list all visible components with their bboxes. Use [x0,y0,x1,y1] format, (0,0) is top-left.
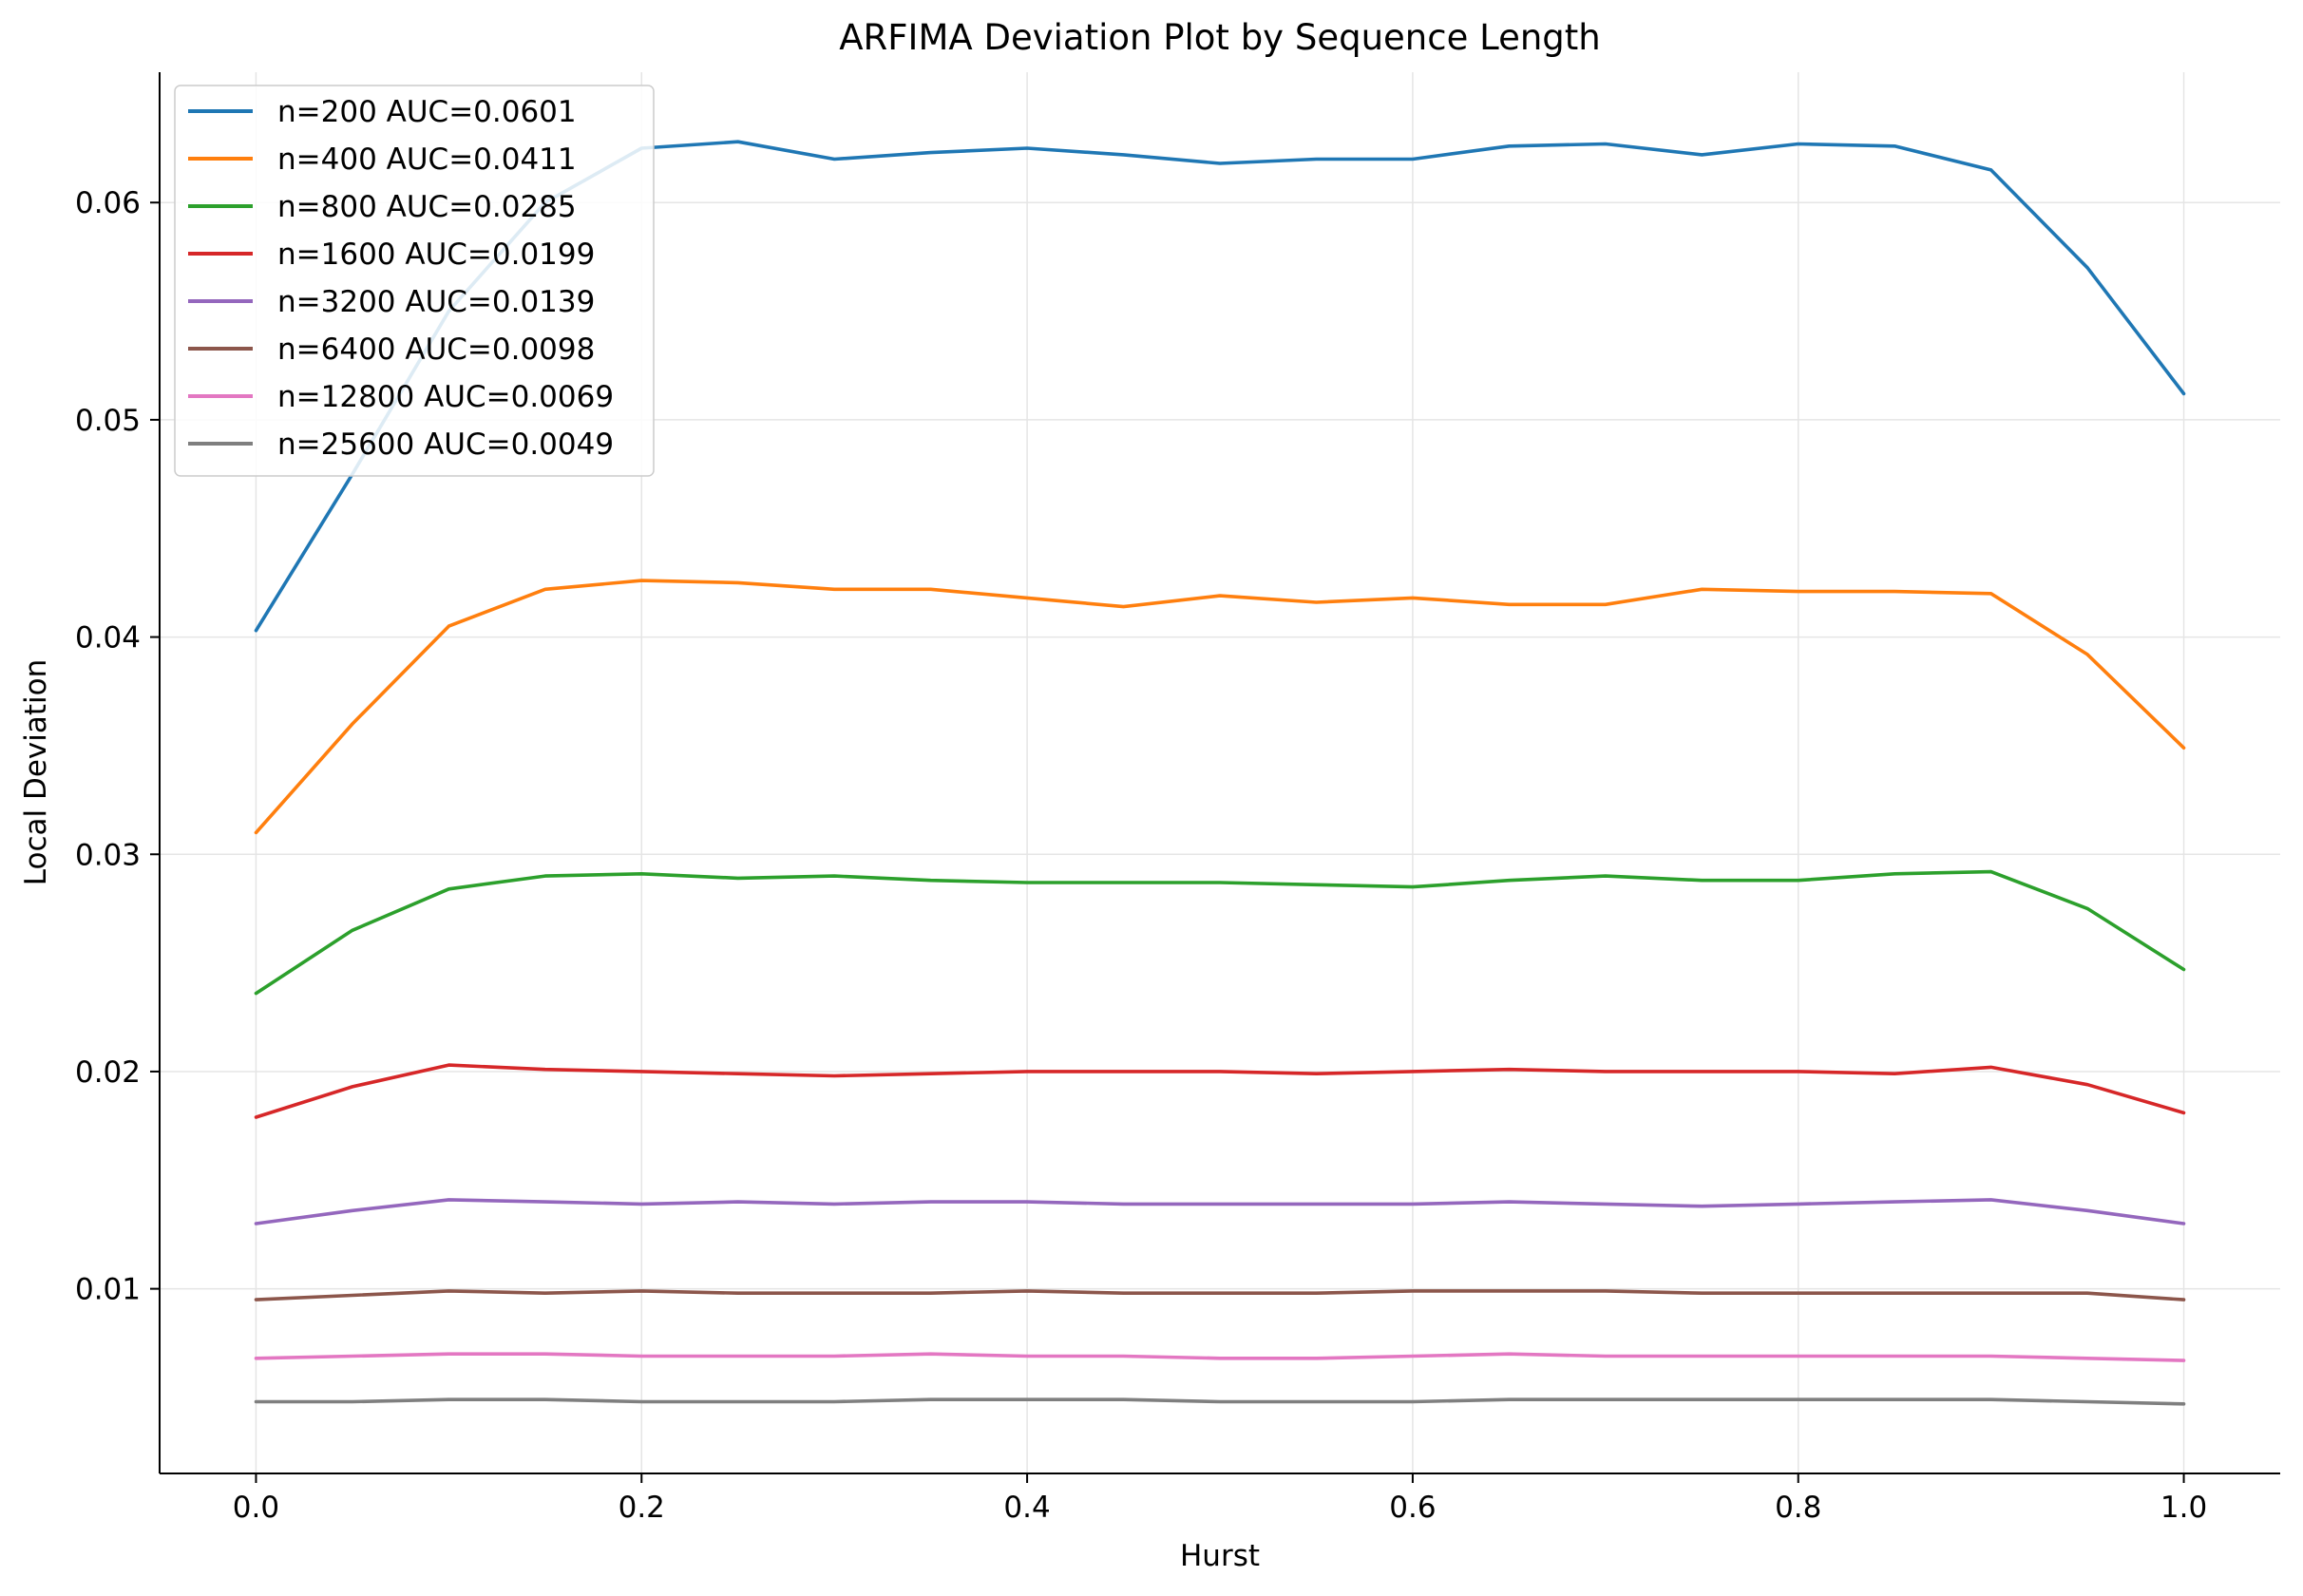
chart-title: ARFIMA Deviation Plot by Sequence Length [839,17,1600,58]
y-tick-label: 0.01 [75,1273,141,1307]
x-tick-label: 0.6 [1389,1491,1436,1525]
legend-label: n=400 AUC=0.0411 [277,142,577,177]
series-line-3 [254,869,2186,996]
legend-label: n=200 AUC=0.0601 [277,95,577,129]
x-tick-label: 0.0 [233,1491,279,1525]
x-axis-title: Hurst [1180,1539,1260,1573]
series-line-5 [254,1198,2186,1226]
legend-label: n=800 AUC=0.0285 [277,190,577,224]
axes [159,72,2280,1474]
legend-label: n=3200 AUC=0.0139 [277,285,595,319]
ticks: 0.0 0.2 0.4 0.6 0.8 1.0 0.01 0.02 0.03 0.04 0.05 0.… [75,186,2207,1525]
y-tick-label: 0.06 [75,186,141,220]
legend-label: n=6400 AUC=0.0098 [277,332,595,367]
y-tick-label: 0.04 [75,621,141,656]
legend-label: n=1600 AUC=0.0199 [277,238,595,272]
y-tick-label: 0.02 [75,1055,141,1090]
x-tick-label: 0.4 [1003,1491,1050,1525]
series-lines [254,140,2186,1406]
series-line-4 [254,1063,2186,1119]
x-tick-label: 1.0 [2160,1491,2207,1525]
series-line-2 [254,579,2186,835]
x-tick-label: 0.8 [1775,1491,1821,1525]
series-line-8 [254,1397,2186,1406]
legend: n=200 AUC=0.0601 n=400 AUC=0.0411 n=800 AU… [174,85,655,477]
y-axis-title: Local Deviation [19,659,53,885]
y-tick-label: 0.05 [75,404,141,438]
legend-box [174,85,655,477]
series-line-6 [254,1289,2186,1302]
legend-label: n=12800 AUC=0.0069 [277,380,614,414]
y-tick-label: 0.03 [75,838,141,872]
legend-label: n=25600 AUC=0.0049 [277,428,614,462]
series-line-7 [254,1352,2186,1362]
x-tick-label: 0.2 [619,1491,665,1525]
